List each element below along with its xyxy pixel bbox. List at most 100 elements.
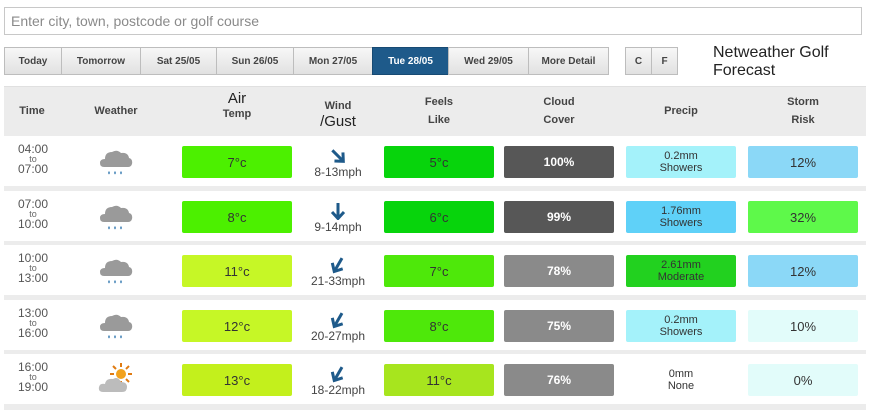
wind-cell: 20-27mph [304, 311, 372, 347]
air-temp-cell: 8°c [182, 201, 292, 233]
time-to: 16:00 [17, 326, 49, 340]
wind-speed: 21-33mph [310, 274, 366, 288]
tab-today[interactable]: Today [4, 47, 62, 75]
precip-amount: 1.76mm [661, 205, 701, 217]
time-to-label: to [29, 154, 37, 164]
table-row: 13:00 to 16:00 12°c 20-27mph 8°c 75% 0.2mm Showe… [4, 300, 866, 350]
time-to: 19:00 [17, 380, 49, 394]
tab-mon[interactable]: Mon 27/05 [293, 47, 373, 75]
precip-type: Showers [659, 217, 703, 229]
air-temp-cell: 12°c [182, 310, 292, 342]
precip-amount: 0mm [668, 368, 694, 380]
header-storm-risk: Storm Risk [787, 96, 819, 126]
wind-speed: 8-13mph [314, 165, 362, 179]
header-feels-like: Feels Like [424, 96, 454, 126]
time-to-label: to [29, 318, 37, 328]
precip-amount: 0.2mm [664, 314, 698, 326]
cloud-cover-cell: 100% [504, 146, 614, 178]
table-row: 07:00 to 10:00 8°c 9-14mph 6°c 99% 1.76mm Shower… [4, 191, 866, 241]
precip-type: Moderate [657, 271, 705, 283]
feels-like-cell: 11°c [384, 364, 494, 396]
time-from: 13:00 [17, 306, 49, 320]
time-to: 07:00 [17, 162, 49, 176]
wind-cell: 21-33mph [304, 256, 372, 292]
time-range: 16:00 to 19:00 [14, 361, 52, 394]
cloud-cover-cell: 76% [504, 364, 614, 396]
unit-toggle: C F [625, 47, 678, 75]
header-wind: Wind/Gust [320, 100, 356, 130]
wind-cell: 8-13mph [304, 147, 372, 183]
feels-like-cell: 6°c [384, 201, 494, 233]
rain-cloud-icon [97, 142, 135, 180]
feels-like-cell: 5°c [384, 146, 494, 178]
cloud-cover-cell: 78% [504, 255, 614, 287]
wind-cell: 9-14mph [304, 202, 372, 238]
precip-type: None [667, 380, 695, 392]
time-range: 10:00 to 13:00 [14, 252, 52, 285]
storm-risk-cell: 12% [748, 255, 858, 287]
search-input[interactable]: Enter city, town, postcode or golf cours… [4, 7, 862, 35]
storm-risk-cell: 32% [748, 201, 858, 233]
air-temp-cell: 13°c [182, 364, 292, 396]
tab-sun[interactable]: Sun 26/05 [216, 47, 294, 75]
storm-risk-cell: 12% [748, 146, 858, 178]
header-cloud-cover: Cloud Cover [543, 96, 575, 126]
precip-cell: 0.2mm Showers [626, 310, 736, 342]
precip-cell: 0.2mm Showers [626, 146, 736, 178]
wind-speed: 20-27mph [310, 329, 366, 343]
precip-cell: 1.76mm Showers [626, 201, 736, 233]
time-range: 07:00 to 10:00 [14, 198, 52, 231]
sun-behind-cloud-icon [97, 360, 135, 398]
table-row: 16:00 to 19:00 13°c 18-22mph 11°c 76% 0mm None 0% [4, 354, 866, 404]
precip-amount: 0.2mm [664, 150, 698, 162]
header-precip: Precip [664, 105, 698, 117]
tab-wed[interactable]: Wed 29/05 [448, 47, 529, 75]
wind-speed: 18-22mph [310, 383, 366, 397]
precip-amount: 2.61mm [661, 259, 701, 271]
rain-cloud-icon [97, 197, 135, 235]
time-range: 04:00 to 07:00 [14, 143, 52, 176]
wind-direction-arrow-icon [304, 256, 372, 274]
precip-cell: 2.61mm Moderate [626, 255, 736, 287]
wind-direction-arrow-icon [304, 202, 372, 221]
time-to: 13:00 [17, 271, 49, 285]
air-temp-cell: 7°c [182, 146, 292, 178]
rain-cloud-icon [97, 251, 135, 289]
page-title: Netweather Golf Forecast [713, 44, 829, 79]
wind-direction-arrow-icon [304, 311, 372, 329]
time-from: 10:00 [17, 251, 49, 265]
day-tabs: Today Tomorrow Sat 25/05 Sun 26/05 Mon 2… [4, 47, 609, 75]
wind-direction-arrow-icon [304, 365, 372, 383]
time-from: 07:00 [17, 197, 49, 211]
cloud-cover-cell: 75% [504, 310, 614, 342]
precip-type: Showers [659, 326, 703, 338]
tab-more-detail[interactable]: More Detail [528, 47, 609, 75]
time-to-label: to [29, 372, 37, 382]
table-row: 10:00 to 13:00 11°c 21-33mph 7°c 78% 2.61mm Mode… [4, 245, 866, 295]
time-to-label: to [29, 209, 37, 219]
header-air-temp: Air Temp [222, 90, 252, 120]
unit-celsius-button[interactable]: C [625, 47, 652, 75]
forecast-table: Time Weather Air Temp Wind/Gust Feels Like… [4, 86, 866, 410]
precip-cell: 0mm None [626, 364, 736, 396]
time-from: 04:00 [17, 142, 49, 156]
cloud-cover-cell: 99% [504, 201, 614, 233]
wind-speed: 9-14mph [314, 220, 362, 234]
table-row: 04:00 to 07:00 7°c 8-13mph 5°c 100% 0.2mm Shower… [4, 136, 866, 186]
feels-like-cell: 8°c [384, 310, 494, 342]
rain-cloud-icon [97, 306, 135, 344]
header-time: Time [19, 105, 45, 117]
unit-fahrenheit-button[interactable]: F [651, 47, 678, 75]
wind-direction-arrow-icon [304, 147, 372, 165]
header-weather: Weather [94, 105, 138, 117]
wind-cell: 18-22mph [304, 365, 372, 401]
time-from: 16:00 [17, 360, 49, 374]
air-temp-cell: 11°c [182, 255, 292, 287]
time-to: 10:00 [17, 217, 49, 231]
time-range: 13:00 to 16:00 [14, 307, 52, 340]
tab-tue[interactable]: Tue 28/05 [372, 47, 449, 75]
precip-type: Showers [659, 162, 703, 174]
time-to-label: to [29, 263, 37, 273]
tab-sat[interactable]: Sat 25/05 [140, 47, 217, 75]
tab-tomorrow[interactable]: Tomorrow [61, 47, 141, 75]
